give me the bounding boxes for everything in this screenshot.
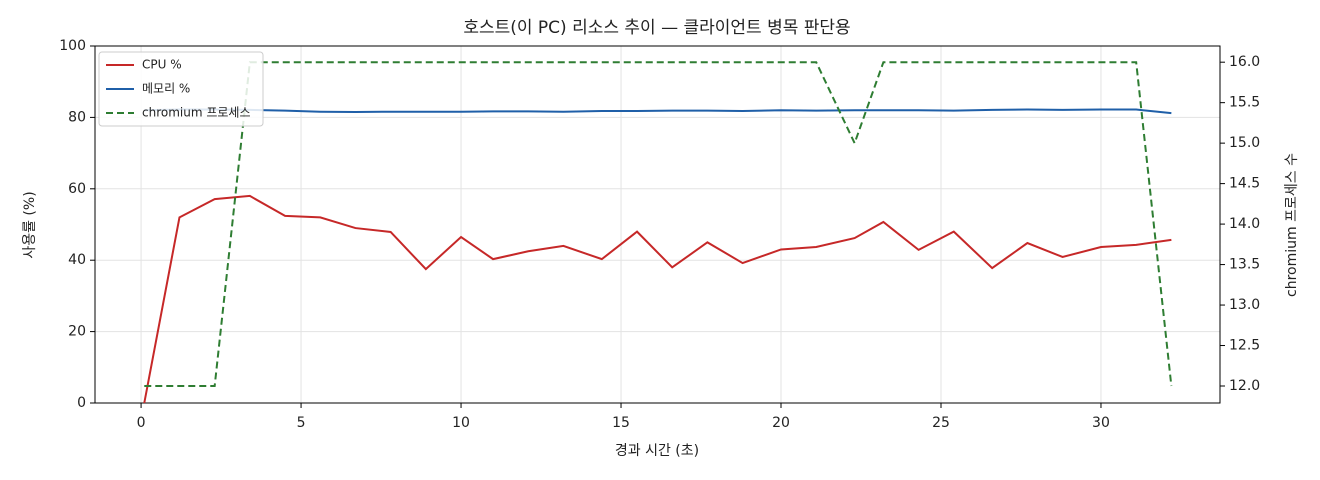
x-axis-label: 경과 시간 (초) [615,443,699,459]
legend-label: CPU % [142,58,182,72]
x-tick-label: 10 [452,415,470,431]
y-tick-label: 20 [68,324,86,340]
y-axis-label: 사용률 (%) [22,191,38,258]
legend: CPU % 메모리 % chromium 프로세스 [98,51,264,127]
y2-tick-label: 16.0 [1229,54,1260,70]
y2-tick-label: 14.5 [1229,176,1260,192]
y2-tick-label: 15.5 [1229,95,1260,111]
chart-title: 호스트(이 PC) 리소스 추이 — 클라이언트 병목 판단용 [463,18,850,38]
x-tick-label: 5 [297,415,306,431]
y-tick-label: 40 [68,252,86,268]
y2-tick-label: 14.0 [1229,216,1260,232]
legend-label: 메모리 % [142,82,190,96]
y-tick-label: 60 [68,181,86,197]
y-tick-label: 0 [77,395,86,411]
y2-tick-label: 12.5 [1229,338,1260,354]
x-tick-label: 0 [137,415,146,431]
y2-tick-label: 13.0 [1229,297,1260,313]
y-tick-label: 100 [59,38,86,54]
y2-tick-label: 13.5 [1229,257,1260,273]
y2-tick-label: 12.0 [1229,378,1260,394]
legend-label: chromium 프로세스 [142,106,251,120]
x-tick-label: 20 [772,415,790,431]
data-line [143,194,1172,404]
data-line [144,108,1172,115]
x-tick-label: 25 [932,415,950,431]
y2-axis-label: chromium 프로세스 수 [1284,153,1300,297]
x-tick-label: 30 [1092,415,1110,431]
y-tick-label: 80 [68,109,86,125]
x-tick-label: 15 [612,415,630,431]
y2-tick-label: 15.0 [1229,135,1260,151]
legend-box [98,51,264,127]
plot-frame [94,45,1221,404]
